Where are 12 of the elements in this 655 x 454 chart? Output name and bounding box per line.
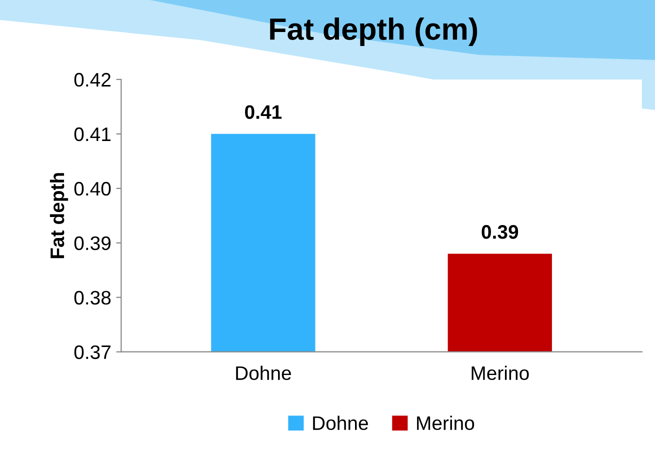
data-label: 0.39 [482, 225, 518, 239]
y-tick-label: 0.42 [74, 72, 110, 87]
data-label: 0.41 [245, 105, 282, 119]
y-axis-title: Fat depth [50, 173, 68, 258]
y-tick-label: 0.39 [74, 236, 111, 250]
legend-label: Merino [417, 416, 474, 430]
y-tick-label: 0.38 [74, 290, 111, 305]
legend-label: Dohne [313, 416, 368, 430]
chart-title: Fat depth (cm) [270, 18, 478, 46]
y-tick-label: 0.37 [74, 345, 110, 360]
y-tick-label: 0.40 [74, 182, 111, 196]
y-tick-label: 0.41 [74, 127, 111, 142]
